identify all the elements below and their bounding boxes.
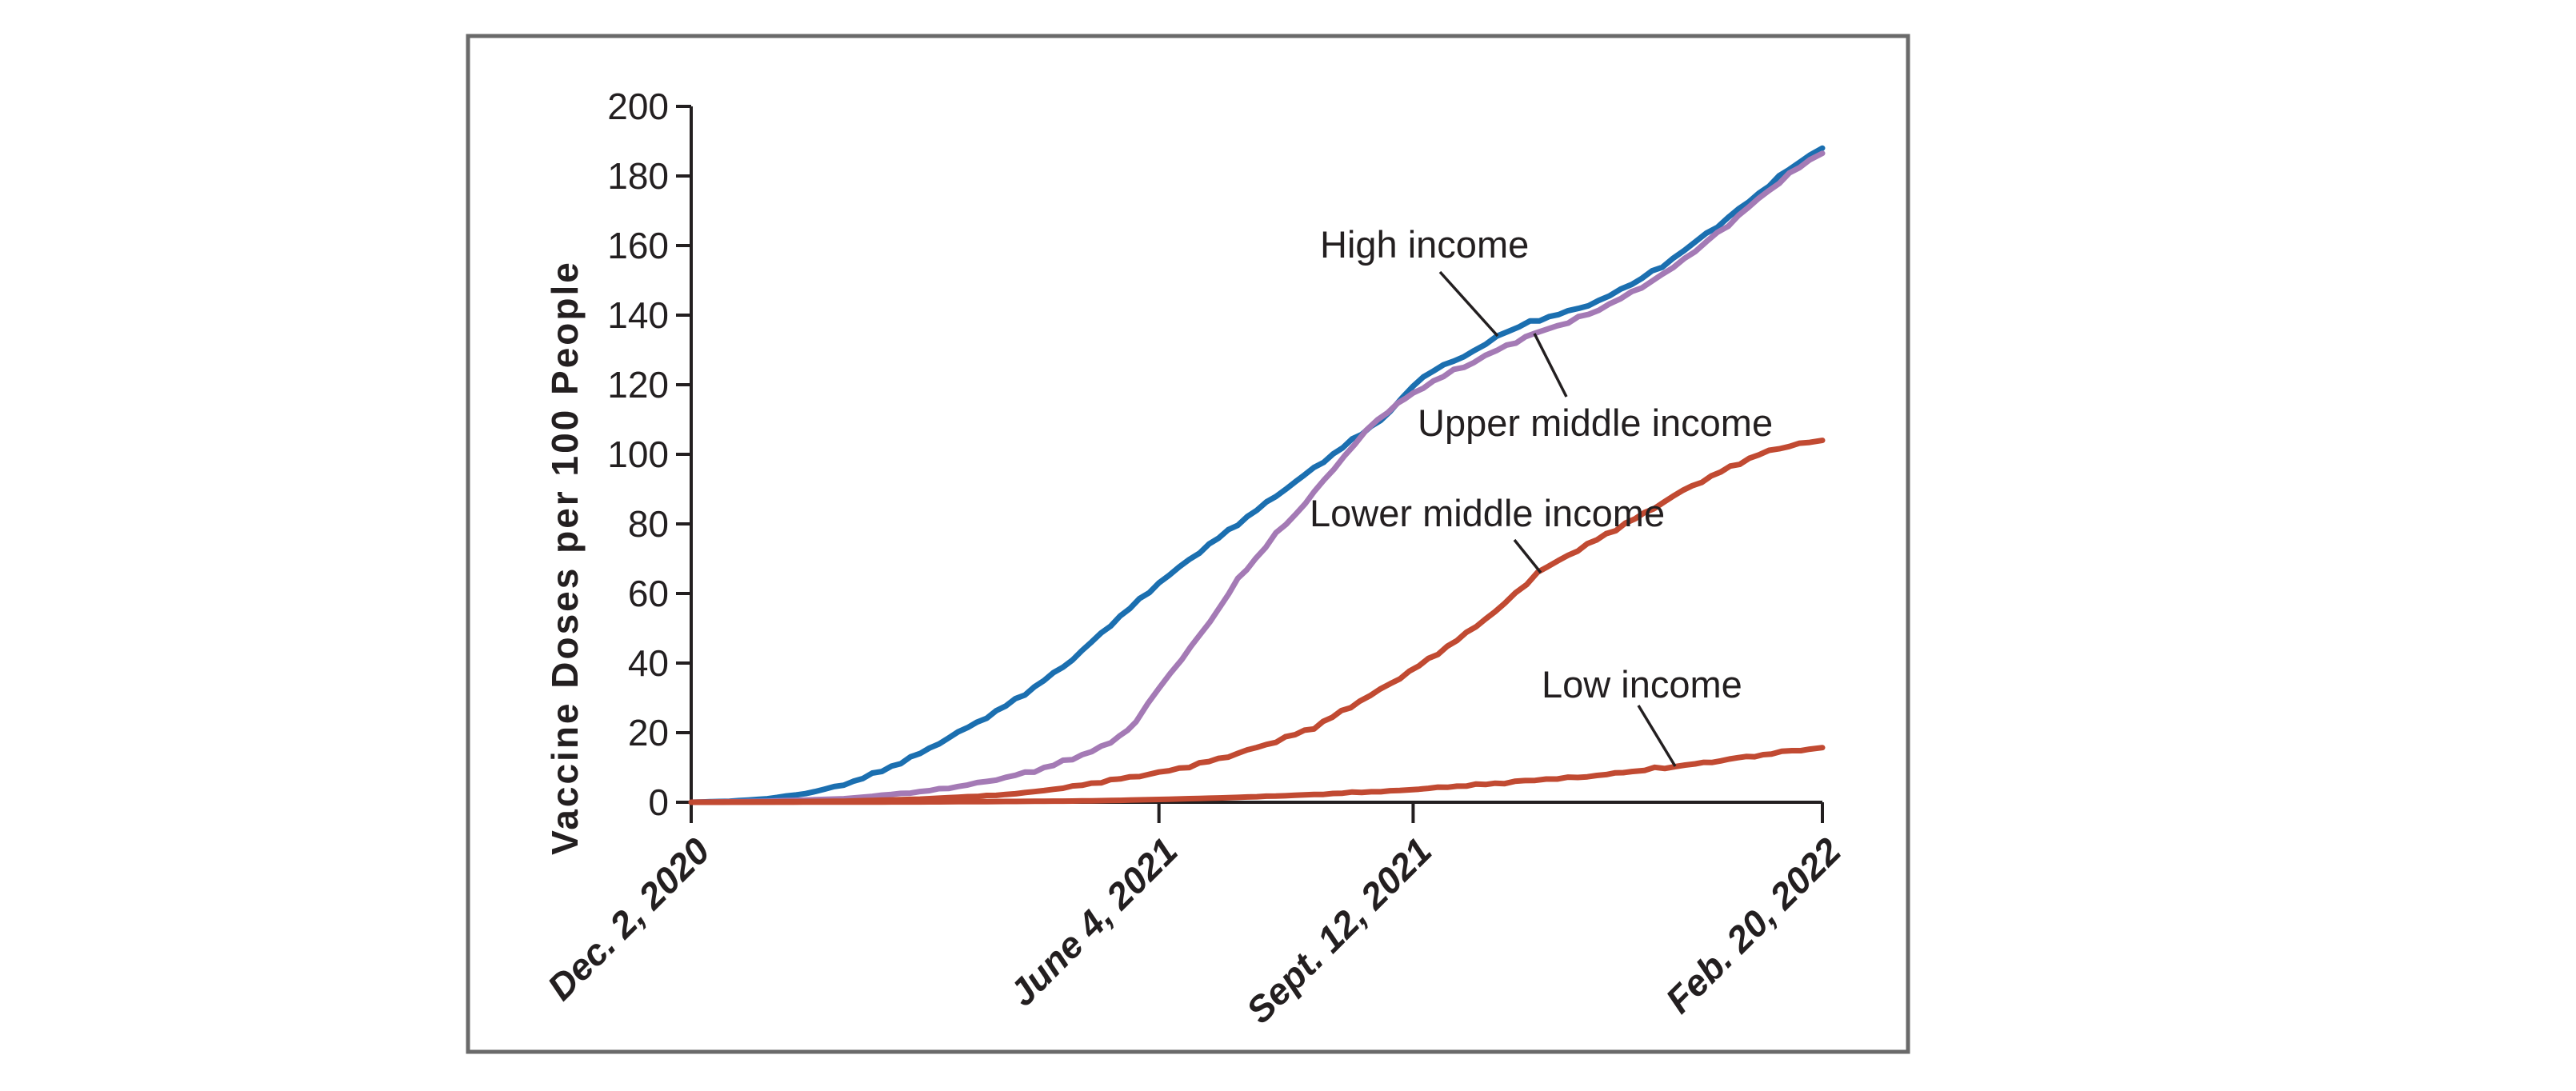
annotations: High income Upper middle income Lower midd… xyxy=(1310,223,1773,767)
y-tick-label: 40 xyxy=(628,642,669,684)
annotation-leader-lower-middle-income xyxy=(1513,538,1542,574)
annotation-label-upper-middle-income: Upper middle income xyxy=(1418,402,1773,444)
y-tick-label: 60 xyxy=(628,573,669,614)
annotation-label-lower-middle-income: Lower middle income xyxy=(1310,492,1665,534)
series-line-high-income xyxy=(688,145,1826,805)
figure-border xyxy=(466,34,1910,1054)
y-tick-label: 180 xyxy=(607,155,669,197)
series-lines xyxy=(688,145,1826,805)
y-tick-label: 200 xyxy=(607,86,669,127)
series-line-low-income xyxy=(688,745,1826,805)
annotation-leader-upper-middle-income xyxy=(1533,333,1568,398)
y-tick-label: 100 xyxy=(607,434,669,475)
y-tick-label: 160 xyxy=(607,225,669,266)
y-tick-label: 80 xyxy=(628,503,669,545)
y-tick-label: 120 xyxy=(607,364,669,406)
y-tick-label: 0 xyxy=(648,781,669,823)
annotation-leader-low-income xyxy=(1637,705,1677,767)
y-axis-title: Vaccine Doses per 100 People xyxy=(544,260,586,855)
annotation-leader-high-income xyxy=(1438,270,1499,338)
y-tick-label: 20 xyxy=(628,712,669,753)
y-tick-label: 140 xyxy=(607,294,669,336)
annotation-label-high-income: High income xyxy=(1320,223,1529,266)
annotation-label-low-income: Low income xyxy=(1542,663,1742,705)
series-line-upper-middle-income xyxy=(688,150,1826,805)
